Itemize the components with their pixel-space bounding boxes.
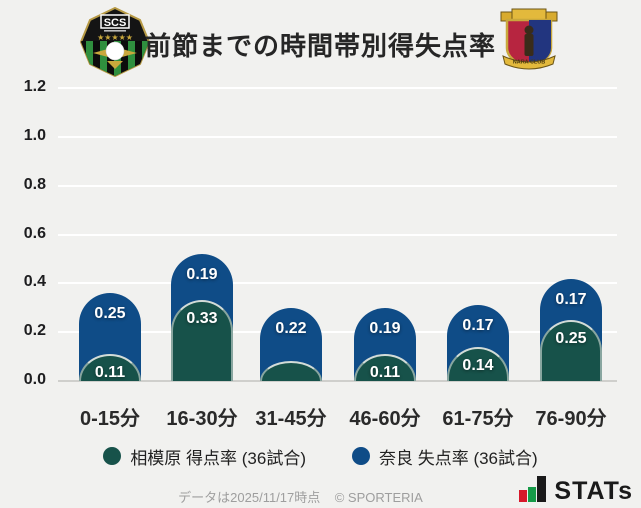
bar-value-label-nara: 0.17 — [462, 317, 494, 334]
sagamihara-crest-icon: SCS ★★★★★ — [80, 7, 150, 77]
bar-value-label-nara: 0.17 — [555, 291, 587, 308]
gridline-1.2 — [58, 87, 617, 90]
stats-bars-icon — [518, 476, 548, 504]
gridline-0.4 — [58, 282, 617, 285]
legend-item-sagamihara: 相模原 得点率 (36試合) — [103, 444, 306, 469]
sagamihara-legend-dot-icon — [103, 447, 122, 465]
footer-note: データは2025/11/17時点 © SPORTERIA — [0, 487, 601, 506]
bar-value-label-nara: 0.19 — [186, 266, 218, 283]
bar-value-label-sagamihara: 0.25 — [555, 330, 587, 347]
legend-label-sagamihara: 相模原 得点率 (36試合) — [130, 448, 306, 468]
bar-sagamihara-segment — [540, 320, 602, 381]
stars-row: ★★★★★ — [97, 33, 133, 42]
y-axis-tick-0.2: 0.2 — [23, 322, 46, 340]
y-axis-tick-0.4: 0.4 — [23, 273, 46, 291]
nara-legend-dot-icon — [352, 447, 370, 465]
y-axis-tick-0.0: 0.0 — [23, 371, 46, 388]
away-logo-text: NARA CLUB — [513, 60, 546, 66]
stats-brand-text: STATs — [554, 477, 633, 505]
bar-value-label-nara: 0.22 — [275, 320, 307, 337]
y-axis-tick-0.8: 0.8 — [23, 175, 46, 193]
stats-brand: STATs — [518, 474, 633, 504]
bar-value-label-sagamihara: 0.11 — [369, 364, 401, 381]
x-axis-tick-0-15分: 0-15分 — [79, 408, 141, 430]
nara-club-crest-icon: NARA CLUB — [500, 8, 558, 70]
x-axis-tick-46-60分: 46-60分 — [349, 408, 421, 430]
gridline-1.0 — [58, 136, 617, 138]
y-axis-tick-1.2: 1.2 — [23, 78, 46, 96]
chart-title: 前節までの時間帯別得失点率 — [144, 31, 496, 61]
y-axis-tick-0.6: 0.6 — [23, 224, 46, 242]
bar-value-label-sagamihara: 0.14 — [462, 357, 494, 374]
bar-value-label-nara: 0.19 — [369, 320, 401, 337]
gridline-0.6 — [58, 233, 617, 236]
bar-sagamihara-segment — [171, 300, 233, 381]
bar-value-label-sagamihara: 0.33 — [186, 310, 218, 327]
gridline-0.8 — [58, 184, 617, 187]
bar-value-label-sagamihara: 0.11 — [94, 364, 126, 381]
data-as-of-text: データは2025/11/17時点 — [178, 490, 321, 505]
gridline-0.2 — [58, 331, 617, 334]
x-axis-tick-61-75分: 61-75分 — [442, 408, 514, 430]
x-axis-tick-76-90分: 76-90分 — [535, 408, 607, 430]
gridline-0.0 — [58, 380, 617, 382]
bar-value-label-nara: 0.25 — [94, 305, 126, 322]
x-axis-tick-31-45分: 31-45分 — [255, 408, 327, 430]
home-logo-text: SCS — [104, 17, 127, 29]
legend-item-nara: 奈良 失点率 (36試合) — [352, 444, 538, 469]
y-axis-tick-1.0: 1.0 — [23, 127, 46, 144]
legend-label-nara: 奈良 失点率 (36試合) — [379, 448, 538, 468]
x-axis-tick-16-30分: 16-30分 — [166, 408, 238, 430]
legend: 相模原 得点率 (36試合) 奈良 失点率 (36試合) — [0, 444, 641, 468]
copyright-text: © SPORTERIA — [334, 490, 423, 505]
